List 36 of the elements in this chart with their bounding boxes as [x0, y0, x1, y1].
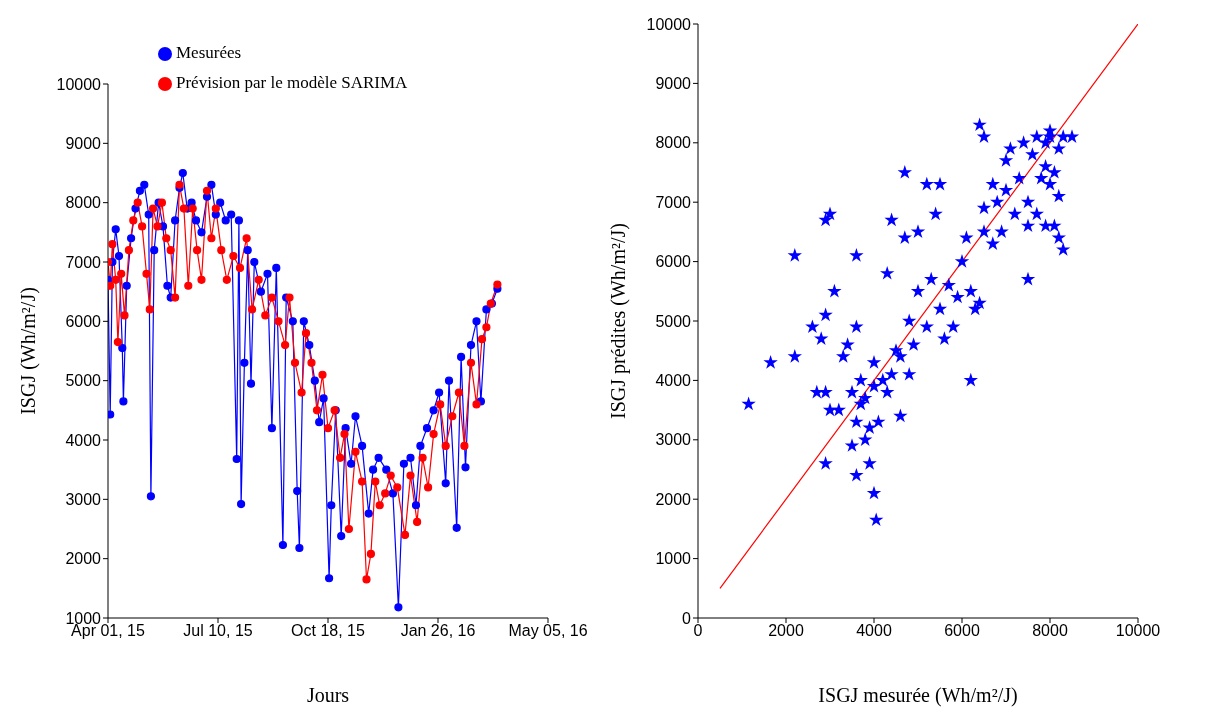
legend-label: Mesurées — [176, 43, 242, 62]
x-tick-label: Jan 26, 16 — [400, 622, 476, 640]
y-tick-label: 4000 — [655, 372, 692, 390]
y-tick-label: 5000 — [655, 312, 692, 330]
y-tick-label: 6000 — [655, 253, 692, 271]
x-tick-label: Jul 10, 15 — [183, 622, 253, 640]
y-tick-label: 5000 — [65, 372, 102, 390]
y-tick-label: 4000 — [65, 431, 102, 449]
y-tick-label: 7000 — [65, 253, 102, 271]
y-tick-label: 8000 — [655, 134, 692, 152]
x-tick-label: 6000 — [944, 622, 980, 640]
y-axis-title: ISGJ (Wh/m²/J) — [17, 287, 41, 415]
y-tick-label: 3000 — [65, 491, 102, 509]
y-tick-label: 6000 — [65, 313, 102, 331]
legend-label: Prévision par le modèle SARIMA — [176, 73, 408, 92]
y-tick-label: 10000 — [646, 15, 692, 33]
y-tick-label: 8000 — [65, 194, 102, 212]
x-tick-label: Oct 18, 15 — [291, 622, 366, 640]
y-tick-label: 2000 — [655, 490, 692, 508]
y-tick-label: 10000 — [56, 75, 102, 93]
x-tick-label: 4000 — [856, 622, 892, 640]
x-tick-label: 8000 — [1032, 622, 1068, 640]
y-axis-title: ISGJ prédites (Wh/m²/J) — [607, 223, 631, 419]
x-tick-label: 0 — [693, 622, 703, 640]
x-axis-title: Jours — [306, 684, 350, 707]
y-tick-label: 0 — [682, 609, 692, 627]
y-tick-label: 2000 — [65, 550, 102, 568]
y-tick-label: 9000 — [65, 135, 102, 153]
x-tick-label: May 05, 16 — [508, 622, 588, 640]
y-tick-label: 9000 — [655, 75, 692, 93]
y-tick-label: 7000 — [655, 193, 692, 211]
y-tick-label: 1000 — [655, 550, 692, 568]
x-tick-label: 10000 — [1115, 622, 1161, 640]
y-tick-label: 3000 — [655, 431, 692, 449]
x-axis-title: ISGJ mesurée (Wh/m²/J) — [818, 684, 1018, 708]
x-tick-label: 2000 — [768, 622, 804, 640]
